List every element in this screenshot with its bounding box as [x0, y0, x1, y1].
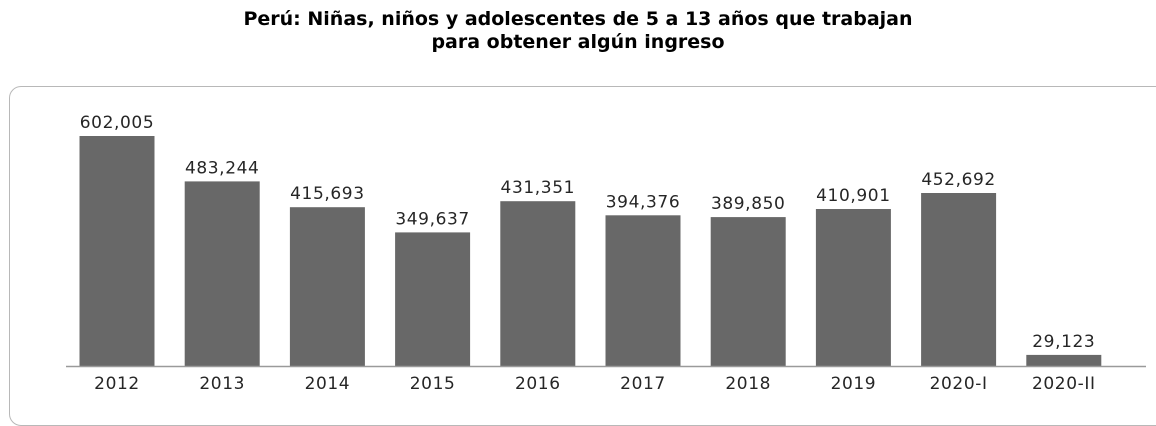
x-tick-label-2019: 2019 [831, 374, 877, 394]
bar-2020-II [1026, 354, 1102, 366]
bar-2019 [815, 209, 891, 366]
x-tick-label-2015: 2015 [410, 374, 456, 394]
bar-2013 [184, 181, 260, 366]
bar-2016 [500, 201, 576, 366]
bar-2020-I [921, 193, 997, 366]
data-label-2018: 389,850 [711, 194, 786, 214]
bar-2017 [605, 215, 681, 366]
data-label-2019: 410,901 [816, 186, 891, 206]
bar-2015 [395, 232, 471, 366]
x-tick-label-2018: 2018 [725, 374, 771, 394]
bar-2012 [79, 136, 155, 366]
data-label-2020-I: 452,692 [921, 170, 996, 190]
data-label-2020-II: 29,123 [1032, 332, 1095, 352]
chart-title-line-1: Perú: Niñas, niños y adolescentes de 5 a… [243, 8, 913, 30]
x-tick-label-2014: 2014 [305, 374, 351, 394]
data-label-2016: 431,351 [501, 178, 576, 198]
data-label-2014: 415,693 [290, 184, 365, 204]
x-tick-label-2020-II: 2020-II [1032, 374, 1096, 394]
x-tick-label-2020-I: 2020-I [930, 374, 988, 394]
bar-2018 [710, 217, 786, 366]
data-label-2017: 394,376 [606, 192, 681, 212]
data-label-2015: 349,637 [395, 209, 470, 229]
chart-title-line-2: para obtener algún ingreso [431, 31, 725, 53]
x-tick-label-2012: 2012 [94, 374, 140, 394]
x-tick-label-2016: 2016 [515, 374, 561, 394]
chart-title: Perú: Niñas, niños y adolescentes de 5 a… [0, 8, 1156, 54]
bar-2014 [289, 207, 365, 366]
x-tick-label-2013: 2013 [199, 374, 245, 394]
data-label-2013: 483,244 [185, 158, 260, 178]
x-tick-label-2017: 2017 [620, 374, 666, 394]
data-label-2012: 602,005 [80, 113, 155, 133]
